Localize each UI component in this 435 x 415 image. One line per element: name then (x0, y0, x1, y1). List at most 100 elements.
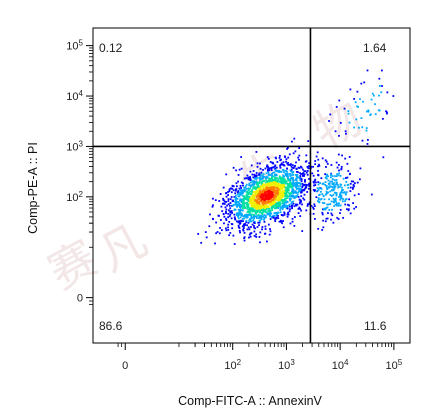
event-dot (289, 192, 292, 195)
event-dot (267, 174, 270, 177)
event-dot (254, 181, 257, 184)
event-dot (338, 172, 341, 175)
event-dot (303, 173, 306, 176)
event-dot (252, 219, 255, 221)
event-dot (241, 199, 244, 202)
event-dot (256, 183, 258, 186)
event-dot (236, 197, 239, 200)
event-dot (307, 187, 310, 190)
event-dot (278, 154, 281, 157)
event-dot (290, 163, 292, 166)
event-dot (256, 209, 259, 212)
event-dot (273, 203, 276, 206)
event-dot (324, 173, 327, 176)
event-dot (232, 189, 235, 192)
x-tick-label: 0 (122, 360, 128, 372)
event-dot (345, 193, 348, 196)
event-dot (298, 177, 301, 179)
event-dot (255, 210, 257, 212)
event-dot (282, 220, 284, 222)
event-dot (251, 189, 253, 191)
event-dot (314, 160, 317, 162)
event-dot (253, 222, 256, 225)
event-dot (262, 194, 265, 197)
event-dot (253, 201, 256, 204)
event-dot (244, 202, 247, 205)
event-dot (245, 177, 248, 180)
event-dot (272, 175, 275, 178)
event-dot (259, 209, 262, 212)
event-dot (304, 183, 307, 186)
event-dot (258, 197, 261, 200)
event-dot (300, 209, 303, 212)
event-dot (288, 178, 291, 181)
event-dot (244, 214, 246, 216)
event-dot (250, 164, 253, 167)
event-dot (263, 175, 266, 178)
event-dot (253, 186, 255, 188)
event-dot (352, 202, 354, 204)
event-dot (333, 187, 336, 190)
event-dot (313, 184, 315, 187)
event-dot (277, 178, 280, 181)
event-dot (279, 199, 281, 201)
event-dot (231, 227, 234, 230)
event-dot (272, 197, 275, 200)
event-dot (212, 197, 214, 200)
event-dot (272, 202, 275, 205)
event-dot (251, 209, 254, 212)
event-dot (251, 205, 254, 207)
event-dot (263, 220, 266, 223)
event-dot (258, 209, 260, 212)
event-dot (234, 203, 237, 206)
event-dot (242, 195, 245, 198)
event-dot (330, 212, 333, 215)
event-dot (258, 220, 261, 222)
event-dot (294, 150, 297, 153)
event-dot (347, 209, 350, 212)
event-dot (272, 187, 275, 190)
event-dot (292, 189, 295, 191)
event-dot (227, 223, 230, 226)
event-dot (259, 176, 261, 179)
event-dot (260, 212, 263, 214)
event-dot (227, 216, 230, 219)
event-dot (282, 175, 285, 178)
event-dot (314, 184, 317, 186)
event-dot (300, 200, 302, 203)
event-dot (336, 202, 339, 205)
event-dot (348, 204, 351, 207)
event-dot (241, 191, 244, 194)
event-dot (256, 211, 259, 214)
event-dot (237, 217, 240, 220)
event-dot (267, 206, 269, 208)
event-dot (272, 189, 274, 192)
event-dot (324, 159, 327, 162)
event-dot (317, 183, 320, 186)
event-dot (283, 197, 286, 200)
event-dot (266, 182, 269, 185)
event-dot (256, 217, 258, 219)
event-dot (337, 204, 340, 207)
event-dot (255, 199, 258, 201)
event-dot (230, 223, 233, 225)
event-dot (370, 193, 373, 196)
event-dot (243, 177, 246, 180)
event-dot (247, 189, 250, 192)
event-dot (248, 236, 250, 239)
event-dot (227, 226, 229, 229)
event-dot (251, 217, 253, 219)
event-dot (348, 198, 351, 201)
event-dot (231, 187, 234, 190)
event-dot (282, 200, 285, 203)
event-dot (249, 185, 252, 188)
event-dot (253, 180, 256, 183)
event-dot (278, 193, 281, 196)
event-dot (283, 212, 286, 215)
x-axis-ticks: 0 102 103 104 105 (117, 343, 403, 372)
event-dot (243, 227, 245, 229)
event-dot (264, 202, 267, 205)
event-dot (275, 191, 278, 194)
event-dot (314, 178, 317, 181)
event-dot (293, 224, 296, 227)
